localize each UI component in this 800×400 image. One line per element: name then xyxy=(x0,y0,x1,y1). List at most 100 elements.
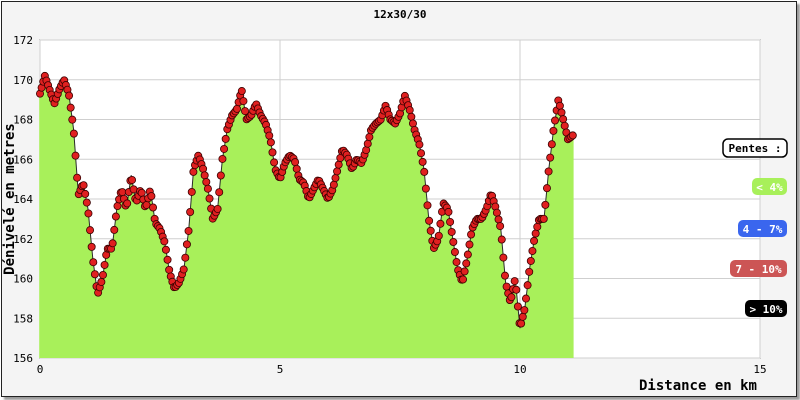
profile-point xyxy=(408,119,417,128)
profile-point xyxy=(436,219,445,228)
profile-point xyxy=(449,238,458,247)
profile-point xyxy=(84,209,93,218)
profile-point xyxy=(268,148,277,157)
profile-point xyxy=(100,260,109,269)
profile-point xyxy=(111,212,120,221)
profile-point xyxy=(452,258,461,267)
y-tick-label: 162 xyxy=(13,233,33,246)
profile-point xyxy=(518,312,527,321)
profile-point xyxy=(512,285,521,294)
profile-point xyxy=(568,131,577,140)
profile-point xyxy=(405,106,414,115)
profile-point xyxy=(423,201,432,210)
profile-point xyxy=(444,207,453,216)
profile-point xyxy=(560,121,569,130)
profile-point xyxy=(69,129,78,138)
profile-point xyxy=(71,151,80,160)
profile-point xyxy=(513,302,522,311)
profile-point xyxy=(232,104,241,113)
profile-point xyxy=(291,158,300,167)
profile-point xyxy=(542,184,551,193)
y-tick-label: 164 xyxy=(13,193,33,206)
profile-point xyxy=(499,253,508,262)
profile-point xyxy=(123,199,132,208)
profile-point xyxy=(90,270,99,279)
profile-point xyxy=(215,188,224,197)
profile-point xyxy=(186,208,195,217)
profile-point xyxy=(199,164,208,173)
profile-point xyxy=(89,258,98,267)
profile-point xyxy=(81,189,90,198)
y-tick-label: 172 xyxy=(13,34,33,47)
profile-point xyxy=(507,293,516,302)
profile-point xyxy=(87,242,96,251)
profile-point xyxy=(365,133,374,142)
profile-point xyxy=(184,226,193,235)
profile-point xyxy=(533,222,542,231)
profile-point xyxy=(447,227,456,236)
y-axis-label: Dénivelé en metres xyxy=(2,123,18,275)
legend-swatch xyxy=(738,220,787,237)
y-tick-label: 158 xyxy=(13,312,33,325)
profile-point xyxy=(417,149,426,158)
profile-point xyxy=(523,281,532,290)
profile-point xyxy=(546,153,555,162)
y-tick-label: 160 xyxy=(13,273,33,286)
profile-point xyxy=(421,184,430,193)
profile-point xyxy=(108,239,117,248)
legend-title: Pentes : xyxy=(729,142,782,155)
profile-point xyxy=(179,265,188,274)
profile-point xyxy=(551,116,560,125)
profile-point xyxy=(557,108,566,117)
profile-point xyxy=(147,192,156,201)
profile-point xyxy=(559,115,568,124)
profile-point xyxy=(181,253,190,262)
x-tick-label: 0 xyxy=(37,363,44,376)
profile-point xyxy=(363,139,372,148)
profile-point xyxy=(465,240,474,249)
legend-swatch xyxy=(730,260,787,277)
profile-point xyxy=(555,101,564,110)
profile-point xyxy=(220,144,229,153)
profile-point xyxy=(541,200,550,209)
profile-point xyxy=(128,175,137,184)
chart-title: 12x30/30 xyxy=(374,8,427,21)
profile-point xyxy=(425,216,434,225)
profile-point xyxy=(426,226,435,235)
y-tick-label: 166 xyxy=(13,153,33,166)
profile-point xyxy=(182,240,191,249)
profile-point xyxy=(446,217,455,226)
profile-point xyxy=(418,157,427,166)
profile-point xyxy=(237,87,246,96)
profile-point xyxy=(189,167,198,176)
x-tick-label: 10 xyxy=(513,363,526,376)
profile-point xyxy=(407,112,416,121)
profile-point xyxy=(202,178,211,187)
profile-point xyxy=(333,167,342,176)
profile-point xyxy=(79,181,88,190)
profile-point xyxy=(213,204,222,213)
legend-title-box xyxy=(722,138,788,158)
profile-point xyxy=(459,275,468,284)
profile-point xyxy=(526,256,535,265)
profile-point xyxy=(86,226,95,235)
profile-point xyxy=(239,97,248,106)
profile-point xyxy=(137,188,146,197)
profile-point xyxy=(292,164,301,173)
legend-swatch xyxy=(752,178,787,195)
y-tick-label: 156 xyxy=(13,352,33,365)
profile-point xyxy=(460,267,469,276)
profile-point xyxy=(497,235,506,244)
profile-point xyxy=(163,255,172,264)
profile-point xyxy=(82,198,91,207)
profile-point xyxy=(521,294,530,303)
profile-point xyxy=(98,270,107,279)
y-tick-label: 168 xyxy=(13,114,33,127)
x-tick-label: 15 xyxy=(753,363,766,376)
profile-point xyxy=(266,138,275,147)
profile-point xyxy=(200,171,209,180)
profile-point xyxy=(496,222,505,231)
profile-point xyxy=(216,171,225,180)
profile-point xyxy=(434,231,443,240)
profile-point xyxy=(415,140,424,149)
